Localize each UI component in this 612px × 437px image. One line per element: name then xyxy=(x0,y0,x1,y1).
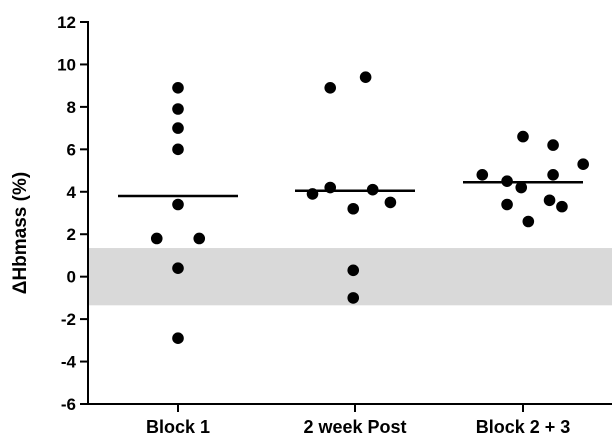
data-point xyxy=(501,175,513,187)
data-point xyxy=(347,264,360,277)
y-tick-label: 8 xyxy=(67,98,76,117)
y-tick-label: 4 xyxy=(67,183,77,202)
x-tick-label: Block 1 xyxy=(146,417,210,437)
mean-lines xyxy=(118,180,583,198)
data-point xyxy=(347,292,360,304)
data-point xyxy=(476,169,489,181)
y-ticks: -6 -4 -2 0 2 4 6 8 10 12 xyxy=(57,13,88,414)
data-point xyxy=(172,143,184,156)
data-point xyxy=(347,202,360,215)
y-tick-label: -6 xyxy=(61,395,76,414)
data-point xyxy=(556,200,568,213)
x-tick-label: 2 week Post xyxy=(303,417,406,437)
data-point xyxy=(150,232,163,245)
data-point xyxy=(172,122,184,134)
data-point xyxy=(172,81,184,94)
data-point xyxy=(547,139,559,151)
data-point xyxy=(543,194,556,207)
data-point xyxy=(384,196,397,209)
data-points xyxy=(150,71,589,345)
y-tick-label: -4 xyxy=(61,353,77,372)
data-point xyxy=(577,158,589,170)
y-tick-label: 6 xyxy=(67,140,76,159)
data-point xyxy=(172,198,184,211)
data-point xyxy=(547,169,559,181)
y-tick-label: 2 xyxy=(67,225,76,244)
data-point xyxy=(324,81,337,94)
data-point xyxy=(522,215,535,228)
data-point xyxy=(193,232,206,245)
x-ticks: Block 1 2 week Post Block 2 + 3 xyxy=(146,404,570,437)
y-tick-label: 0 xyxy=(67,268,76,287)
y-tick-label: 10 xyxy=(57,55,76,74)
data-point xyxy=(366,183,379,196)
data-point xyxy=(517,130,529,143)
data-point xyxy=(172,262,184,274)
data-point xyxy=(324,181,337,194)
x-tick-label: Block 2 + 3 xyxy=(476,417,571,437)
y-tick-label: 12 xyxy=(57,13,76,32)
data-point xyxy=(359,71,372,83)
axes xyxy=(87,21,612,405)
data-point xyxy=(515,181,528,194)
data-point xyxy=(501,198,513,211)
data-point xyxy=(306,188,319,200)
data-point xyxy=(172,103,184,115)
y-tick-label: -2 xyxy=(61,310,76,329)
data-point xyxy=(172,332,184,345)
y-axis-title: ΔHbmass (%) xyxy=(10,172,31,294)
